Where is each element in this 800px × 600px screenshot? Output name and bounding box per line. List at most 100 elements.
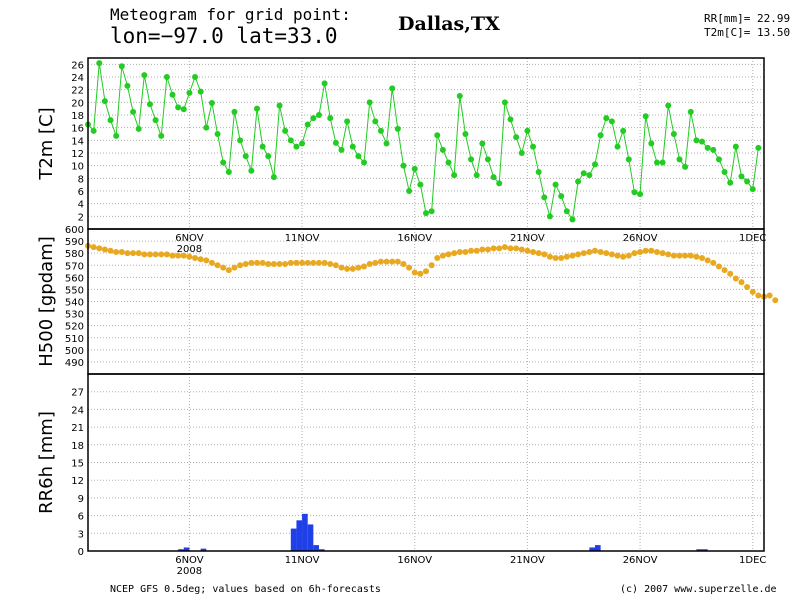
t2m-point xyxy=(721,169,728,175)
t2m-point xyxy=(749,186,756,193)
t2m-point xyxy=(417,181,424,188)
h500-point xyxy=(282,261,289,268)
h500-point xyxy=(101,246,108,253)
y-tick-label: 500 xyxy=(65,346,84,357)
t2m-point xyxy=(141,72,148,79)
t2m-point xyxy=(659,159,666,166)
t2m-point xyxy=(524,127,531,134)
t2m-point xyxy=(642,113,649,120)
h500-point xyxy=(225,267,232,274)
t2m-point xyxy=(394,125,401,132)
t2m-point xyxy=(282,127,289,134)
title-line-2: lon=−97.0 lat=33.0 xyxy=(110,24,338,48)
t2m-point xyxy=(445,159,452,166)
y-tick-label: 3 xyxy=(78,529,84,540)
t2m-point xyxy=(451,172,458,179)
t2m-point xyxy=(727,179,734,186)
y-tick-label: 18 xyxy=(71,441,84,452)
h500-point xyxy=(90,244,97,251)
h500-point xyxy=(693,253,700,260)
h500-point xyxy=(124,250,131,257)
x-tick-label: 6NOV xyxy=(175,555,204,566)
h500-point xyxy=(456,248,463,255)
y-tick-label: 590 xyxy=(65,237,84,248)
title-line-1: Meteogram for grid point: xyxy=(110,5,351,24)
t2m-point xyxy=(597,132,604,139)
t2m-point xyxy=(248,167,255,174)
h500-point xyxy=(620,253,627,260)
t2m-point xyxy=(586,172,593,179)
h500-point xyxy=(254,259,260,266)
h500-point xyxy=(501,244,508,251)
t2m-point xyxy=(732,143,739,150)
t2m-point xyxy=(220,159,227,166)
h500-point xyxy=(524,247,531,254)
h500-point xyxy=(220,264,227,271)
t2m-point xyxy=(338,146,345,153)
y-tick-label: 24 xyxy=(71,405,84,416)
h500-point xyxy=(299,259,306,266)
y-axis-label: H500 [gpdam] xyxy=(36,236,57,367)
h500-point xyxy=(614,252,621,259)
t2m-point xyxy=(546,213,553,220)
h500-point xyxy=(468,247,475,254)
t2m-point xyxy=(259,143,266,150)
h500-point xyxy=(107,247,114,254)
rr-bar xyxy=(313,545,319,551)
h500-point xyxy=(507,245,514,252)
h500-point xyxy=(192,255,199,261)
t2m-point xyxy=(670,131,677,137)
y-tick-label: 18 xyxy=(71,111,84,122)
t2m-point xyxy=(225,169,232,175)
t2m-point xyxy=(366,99,373,106)
t2m-point xyxy=(411,165,418,172)
h500-point xyxy=(670,252,677,259)
h500-point xyxy=(451,250,458,257)
h500-point xyxy=(417,270,424,277)
h500-point xyxy=(163,251,170,258)
t2m-point xyxy=(101,98,108,105)
h500-point xyxy=(434,255,441,261)
y-tick-label: 8 xyxy=(78,174,84,185)
h500-point xyxy=(411,269,418,276)
h500-point xyxy=(755,292,762,299)
h500-point xyxy=(738,279,745,286)
h500-point xyxy=(699,255,706,261)
t2m-point xyxy=(541,194,548,201)
t2m-point xyxy=(710,146,717,153)
h500-point xyxy=(327,261,334,268)
h500-point xyxy=(394,258,401,265)
h500-point xyxy=(462,248,469,255)
h500-point xyxy=(400,261,407,268)
t2m-point xyxy=(96,60,103,67)
t2m-point xyxy=(203,124,210,131)
h500-point xyxy=(682,252,689,259)
t2m-point xyxy=(304,121,311,128)
h500-point xyxy=(665,251,672,258)
rr-bar xyxy=(702,549,708,551)
h500-point xyxy=(603,250,610,257)
h500-point xyxy=(355,264,362,271)
t2m-point xyxy=(208,99,215,106)
h500-point xyxy=(366,261,373,268)
h500-point xyxy=(135,250,142,257)
x-tick-label: 21NOV xyxy=(510,555,545,566)
t2m-point xyxy=(648,140,655,147)
h500-point xyxy=(265,261,272,268)
h500-point xyxy=(208,259,215,266)
t2m-point xyxy=(175,104,182,111)
t2m-point xyxy=(192,74,199,80)
h500-point xyxy=(563,253,570,260)
t2m-point xyxy=(755,144,762,151)
h500-point xyxy=(535,250,542,257)
h500-point xyxy=(158,251,165,258)
h500-point xyxy=(592,247,598,254)
t2m-point xyxy=(479,140,486,147)
y-tick-label: 0 xyxy=(78,547,84,558)
h500-point xyxy=(338,264,345,271)
y-tick-label: 540 xyxy=(65,298,84,309)
t2m-point xyxy=(163,74,170,80)
t2m-point xyxy=(637,191,644,198)
h500-point xyxy=(648,247,655,254)
h500-point xyxy=(113,248,120,255)
